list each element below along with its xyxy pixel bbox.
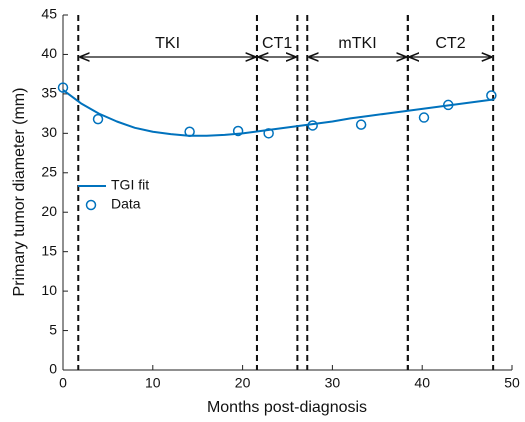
phase-label: TKI: [155, 35, 180, 52]
data-point: [184, 126, 195, 138]
x-tick-label: 20: [235, 375, 251, 391]
data-point: [263, 128, 274, 139]
legend-marker: [85, 199, 97, 211]
data-point: [57, 82, 69, 93]
data-point: [232, 125, 244, 137]
x-tick-label: 0: [59, 375, 67, 391]
x-tick-label: 50: [504, 375, 520, 391]
y-tick-label: 40: [41, 45, 57, 61]
y-tick-label: 0: [49, 361, 57, 377]
data-point: [486, 90, 497, 101]
data-point: [355, 119, 367, 130]
y-tick-label: 25: [41, 163, 57, 179]
x-axis-label: Months post-diagnosis: [207, 399, 367, 416]
y-tick-label: 35: [41, 85, 57, 101]
x-tick-label: 30: [325, 375, 341, 391]
x-tick-label: 10: [145, 375, 161, 391]
y-tick-label: 15: [41, 242, 57, 258]
y-tick-label: 10: [41, 282, 57, 298]
y-tick-label: 5: [49, 321, 57, 337]
data-point: [307, 120, 318, 131]
data-point: [442, 99, 454, 111]
legend-label: TGI fit: [111, 177, 149, 193]
data-point: [418, 112, 430, 123]
x-tick-label: 40: [414, 375, 430, 391]
phase-label: CT1: [262, 35, 292, 52]
y-tick-label: 45: [41, 6, 57, 22]
data-point: [92, 113, 104, 125]
phase-label: CT2: [435, 35, 465, 52]
y-axis-label: Primary tumor diameter (mm): [11, 88, 28, 297]
fit-line: [62, 89, 495, 137]
y-tick-label: 20: [41, 203, 57, 219]
legend-label: Data: [111, 196, 141, 212]
phase-label: mTKI: [338, 35, 376, 52]
y-tick-label: 30: [41, 124, 57, 140]
